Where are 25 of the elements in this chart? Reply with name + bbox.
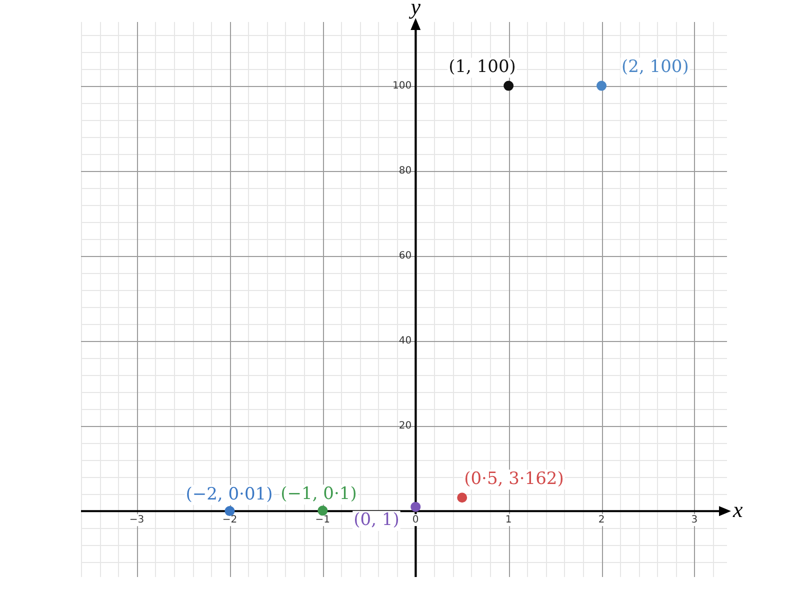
point (504, 80, 514, 91)
x-axis-title: x (732, 496, 743, 522)
x-tick-label: 2 (598, 514, 605, 526)
series-label: (0·5, 3·162) (464, 469, 564, 490)
point (457, 492, 468, 503)
y-tick-label: 60 (398, 250, 412, 262)
y-tick-label: 80 (398, 165, 412, 176)
series-label: (0, 1) (354, 510, 400, 530)
series-label: (1, 100) (448, 57, 516, 78)
point (318, 506, 328, 516)
x-tick-label: 3 (691, 514, 698, 526)
x-tick-label: −1 (315, 514, 330, 526)
y-tick-label: 100 (392, 80, 412, 92)
y-axis-title: y (408, 0, 421, 19)
y-tick-label: 20 (398, 420, 412, 432)
x-tick-label: −2 (222, 514, 238, 526)
point (596, 80, 607, 91)
series-label: (−2, 0·01) (186, 484, 273, 504)
x-tick-label: 0 (412, 514, 419, 526)
y-tick-label: 40 (398, 336, 412, 347)
point (410, 502, 421, 512)
x-tick-label: −3 (129, 514, 144, 526)
x-tick-label: 1 (505, 514, 512, 526)
series-label: (−1, 0·1) (280, 484, 357, 504)
series-label: (2, 100) (622, 57, 689, 78)
